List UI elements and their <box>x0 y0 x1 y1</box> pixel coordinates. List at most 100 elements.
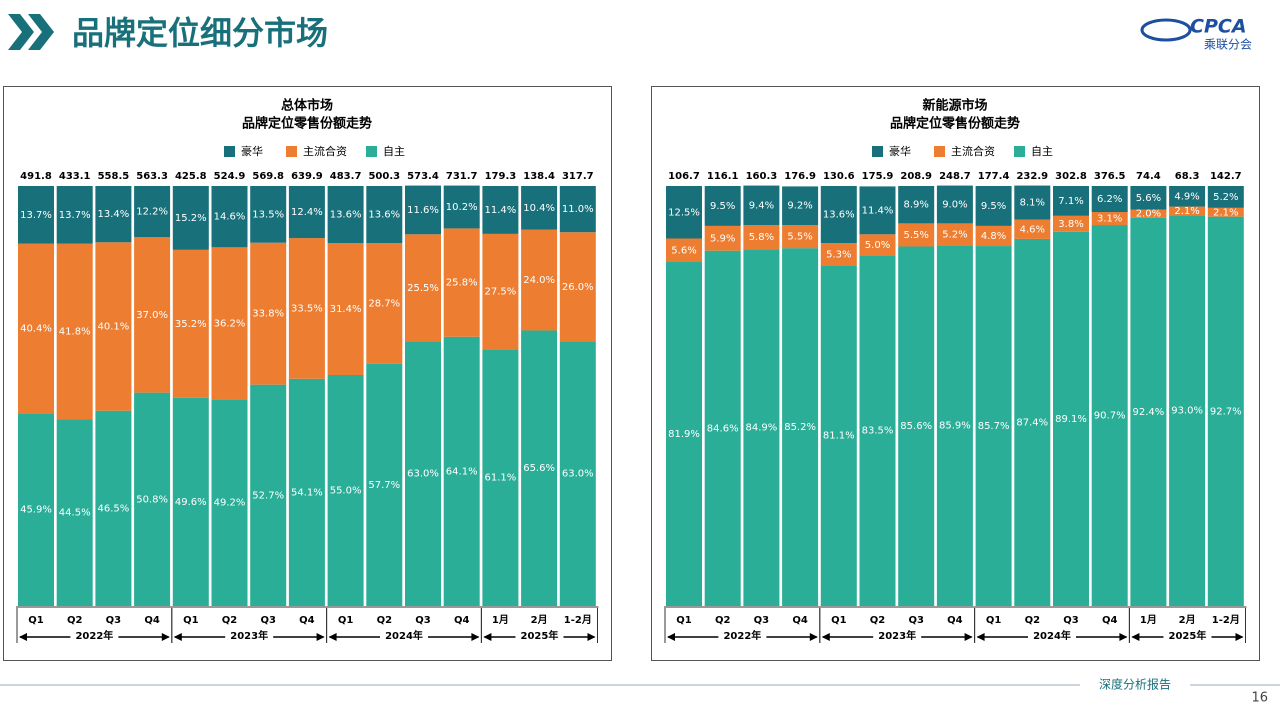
legend-swatch <box>872 146 883 157</box>
value-label: 9.4% <box>749 200 774 211</box>
bar-segment <box>559 232 596 342</box>
bar-segment <box>936 185 973 224</box>
value-label: 3.1% <box>1097 214 1122 225</box>
bar-segment <box>327 186 364 244</box>
value-label: 46.5% <box>98 503 130 514</box>
bar-segment <box>936 223 973 246</box>
bar-segment <box>666 262 702 606</box>
bar-segment <box>405 234 441 342</box>
value-label: 49.6% <box>175 497 207 508</box>
x-tick-label: 1月 <box>492 614 509 626</box>
value-label: 7.1% <box>1058 196 1083 207</box>
bar-segment <box>1053 231 1089 606</box>
total-label: 483.7 <box>330 171 362 182</box>
bar-segment <box>482 349 519 606</box>
value-label: 9.5% <box>710 201 735 212</box>
value-label: 26.0% <box>562 282 594 293</box>
bar-segment <box>782 248 819 606</box>
bar-segment <box>405 185 441 235</box>
bar-segment <box>1014 219 1051 239</box>
arrow-head <box>1119 633 1128 641</box>
value-label: 24.0% <box>523 275 555 286</box>
bar-segment <box>134 237 171 393</box>
legend-label: 自主 <box>1031 145 1053 158</box>
bar-segment <box>288 378 325 606</box>
arrow-head <box>328 633 337 641</box>
value-label: 25.8% <box>446 278 478 289</box>
legend-label: 豪华 <box>241 144 263 158</box>
arrow-head <box>964 633 973 641</box>
arrow-head <box>1131 633 1140 641</box>
bar-segment <box>521 229 558 331</box>
value-label: 11.0% <box>562 204 594 215</box>
bar-segment <box>1091 212 1128 226</box>
value-label: 11.4% <box>862 205 894 216</box>
value-label: 85.2% <box>784 422 816 433</box>
group-label: 2024年 <box>1033 629 1071 642</box>
bar-segment <box>1014 238 1051 607</box>
chart-subtitle: 品牌定位零售份额走势 <box>890 116 1020 132</box>
x-tick-label: Q1 <box>831 615 847 626</box>
bar-segment <box>1014 185 1051 220</box>
total-label: 433.1 <box>59 171 91 182</box>
total-label: 142.7 <box>1210 171 1242 182</box>
total-label: 731.7 <box>446 171 478 182</box>
footer: 深度分析报告 16 <box>0 677 1280 706</box>
bar-segment <box>898 246 935 607</box>
total-label: 176.9 <box>784 171 816 182</box>
x-tick-label: 1月 <box>1140 614 1157 626</box>
value-label: 89.1% <box>1055 414 1087 425</box>
value-label: 33.8% <box>252 309 284 320</box>
total-label: 500.3 <box>368 171 400 182</box>
bar-segment <box>366 186 403 244</box>
total-label: 138.4 <box>523 171 555 182</box>
total-label: 573.4 <box>407 171 439 182</box>
footer-text: 深度分析报告 <box>1099 677 1171 692</box>
legend-swatch <box>1014 146 1025 157</box>
value-label: 13.7% <box>59 210 91 221</box>
bar-segment <box>482 233 519 350</box>
bar-segment <box>1053 215 1089 232</box>
legend-swatch <box>286 146 297 157</box>
total-label: 68.3 <box>1175 171 1200 182</box>
value-label: 5.5% <box>787 232 812 243</box>
x-tick-label: Q2 <box>67 615 83 626</box>
legend-swatch <box>224 146 235 157</box>
bar-segment <box>18 243 54 414</box>
x-tick-label: Q3 <box>754 615 770 626</box>
bar-segment <box>250 384 287 606</box>
total-label: 563.3 <box>136 171 168 182</box>
bar-segment <box>1207 207 1244 217</box>
value-label: 84.6% <box>707 423 739 434</box>
bar-segment <box>975 246 1012 606</box>
bar-segment <box>172 186 209 250</box>
bar-segment <box>666 186 702 239</box>
group-label: 2024年 <box>385 629 423 642</box>
total-label: 179.3 <box>485 171 517 182</box>
bar-segment <box>859 234 896 256</box>
value-label: 5.0% <box>865 240 890 251</box>
value-label: 55.0% <box>330 486 362 497</box>
x-tick-label: Q4 <box>1102 615 1118 626</box>
x-tick-label: Q4 <box>947 615 963 626</box>
value-label: 27.5% <box>485 287 517 298</box>
bar-segment <box>743 185 780 226</box>
bar-segment <box>936 245 973 606</box>
value-label: 5.6% <box>671 245 696 256</box>
arrow-head <box>471 633 480 641</box>
x-tick-label: Q1 <box>28 615 44 626</box>
bar-segment <box>482 186 519 234</box>
value-label: 85.9% <box>939 421 971 432</box>
x-tick-label: Q4 <box>144 615 160 626</box>
arrow-head <box>1235 633 1244 641</box>
bar-segment <box>288 186 325 239</box>
page-number: 16 <box>1251 691 1268 706</box>
total-label: 376.5 <box>1094 171 1126 182</box>
group-label: 2023年 <box>230 629 268 642</box>
bar-segment <box>288 238 325 379</box>
bar-segment <box>1130 217 1167 607</box>
x-tick-label: Q2 <box>1025 615 1041 626</box>
value-label: 13.6% <box>823 210 855 221</box>
bar-segment <box>782 186 819 226</box>
